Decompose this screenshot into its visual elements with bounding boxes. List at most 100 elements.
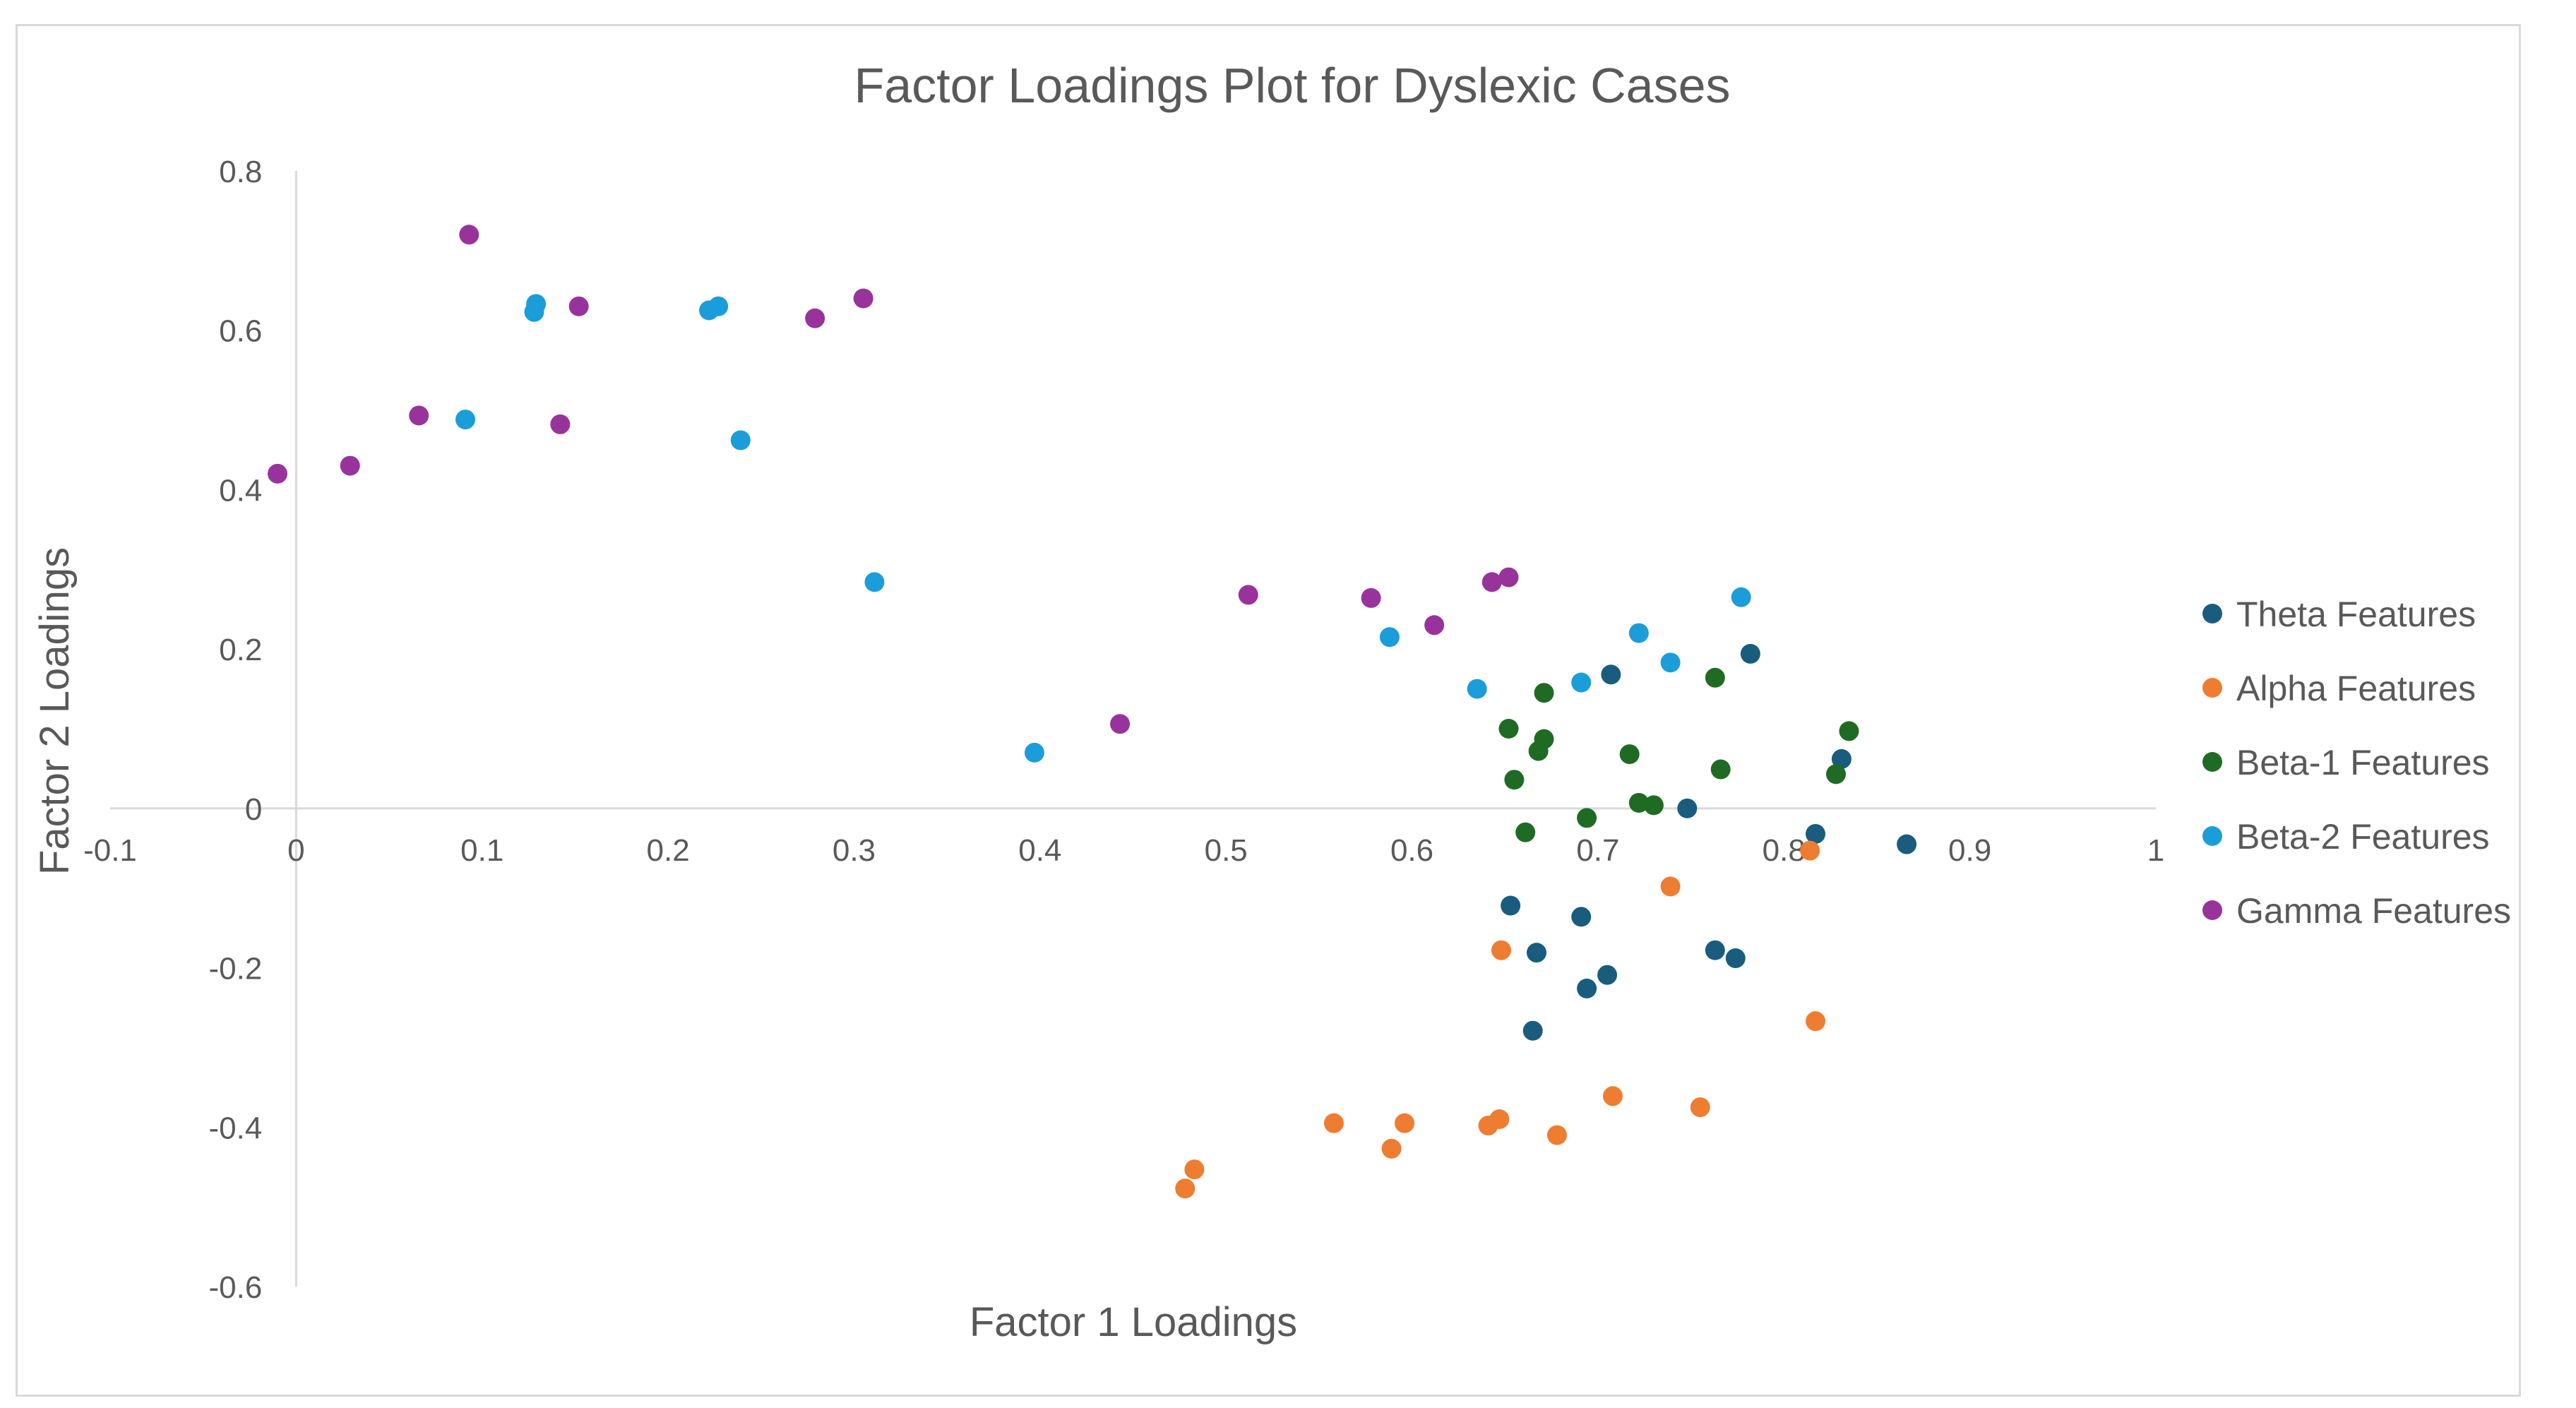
data-point <box>730 430 751 451</box>
data-point <box>1528 741 1549 761</box>
legend-marker <box>2202 826 2222 846</box>
x-tick-label: 1 <box>2147 833 2164 868</box>
data-point <box>455 410 476 430</box>
legend-label: Beta-1 Features <box>2236 743 2490 782</box>
axes <box>110 171 2156 1287</box>
chart-area: Factor Loadings Plot for Dyslexic Cases … <box>16 24 2521 1397</box>
data-point <box>1800 840 1820 861</box>
data-point <box>1526 943 1546 963</box>
data-point <box>1705 667 1725 688</box>
legend-marker <box>2202 752 2222 772</box>
data-point <box>524 302 544 322</box>
data-point <box>1731 587 1751 607</box>
data-point <box>1660 652 1681 673</box>
data-point <box>1175 1179 1195 1199</box>
x-tick-labels: -0.1 0 0.1 0.2 0.3 0.4 0.5 0.6 0.7 0.8 0.9 1 <box>83 833 2164 868</box>
data-point <box>1897 834 1917 854</box>
data-point <box>1602 1086 1623 1106</box>
y-tick-label: -0.2 <box>209 952 263 986</box>
data-point <box>1381 1138 1402 1159</box>
data-point <box>864 572 885 592</box>
series-theta-features <box>1501 643 1917 1041</box>
data-point <box>1677 798 1698 818</box>
data-point <box>550 414 571 434</box>
data-point <box>1619 744 1640 765</box>
y-tick-label: 0.6 <box>219 314 262 349</box>
data-point <box>1705 940 1725 960</box>
data-point <box>1571 907 1592 927</box>
data-point <box>1571 672 1592 693</box>
data-point <box>1478 1116 1498 1136</box>
data-point <box>1660 876 1681 897</box>
y-tick-labels: 0.8 0.6 0.4 0.2 0 -0.2 -0.4 -0.6 <box>209 155 263 1305</box>
data-point <box>1238 585 1258 605</box>
y-tick-label: 0 <box>245 792 262 827</box>
data-point <box>1498 567 1519 587</box>
series-alpha-features <box>1175 840 1826 1199</box>
y-tick-label: 0.4 <box>219 473 262 508</box>
data-point <box>1806 1011 1826 1032</box>
data-point <box>1628 792 1649 813</box>
data-point <box>1467 679 1487 699</box>
x-tick-label: 0.6 <box>1390 833 1433 868</box>
data-point <box>1184 1159 1205 1180</box>
scatter-chart: Factor Loadings Plot for Dyslexic Cases … <box>32 58 2511 1345</box>
data-point <box>853 288 873 309</box>
x-tick-label: 0.3 <box>833 833 876 868</box>
x-tick-label: 0.1 <box>460 833 503 868</box>
chart-title: Factor Loadings Plot for Dyslexic Cases <box>854 58 1730 113</box>
y-tick-label: -0.4 <box>209 1111 263 1145</box>
data-point <box>568 296 589 316</box>
data-point <box>1395 1113 1415 1133</box>
data-point <box>1710 759 1731 780</box>
data-point <box>1628 623 1649 643</box>
data-point <box>1725 948 1746 969</box>
data-point <box>1491 940 1511 960</box>
data-point <box>1601 664 1621 685</box>
data-point <box>699 300 720 321</box>
data-point <box>1826 764 1847 784</box>
legend-label: Alpha Features <box>2236 669 2476 708</box>
series-beta-1-features <box>1498 667 1859 842</box>
data-point <box>1323 1113 1344 1133</box>
x-tick-label: 0.2 <box>647 833 690 868</box>
data-point <box>1577 978 1597 998</box>
data-point <box>1597 965 1618 985</box>
x-tick-label: 0.9 <box>1948 833 1991 868</box>
legend-label: Gamma Features <box>2236 891 2511 931</box>
data-point <box>1839 721 1859 741</box>
data-point <box>340 455 360 476</box>
data-point <box>1024 742 1044 763</box>
x-axis-title: Factor 1 Loadings <box>970 1299 1297 1345</box>
data-points <box>268 225 1917 1199</box>
data-point <box>1424 615 1445 636</box>
data-point <box>459 225 479 245</box>
data-point <box>1534 683 1554 703</box>
legend-marker <box>2202 678 2222 698</box>
legend-marker <box>2202 900 2222 920</box>
legend-label: Beta-2 Features <box>2236 817 2490 857</box>
data-point <box>1361 587 1381 608</box>
data-point <box>409 405 429 426</box>
data-point <box>1806 823 1826 844</box>
data-point <box>1577 808 1597 828</box>
data-point <box>1831 748 1852 769</box>
x-tick-label: 0.8 <box>1763 833 1806 868</box>
legend: Theta Features Alpha Features Beta-1 Featu… <box>2202 595 2511 931</box>
x-tick-label: 0.7 <box>1576 833 1619 868</box>
series-beta-2-features <box>455 294 1751 763</box>
data-point <box>1643 795 1664 816</box>
y-tick-label: 0.2 <box>219 633 262 667</box>
data-point <box>1110 714 1131 734</box>
y-tick-label: -0.6 <box>209 1270 263 1305</box>
data-point <box>268 463 288 484</box>
x-tick-label: 0.4 <box>1018 833 1061 868</box>
series-gamma-features <box>268 225 1519 734</box>
data-point <box>1515 822 1536 842</box>
x-tick-label: -0.1 <box>83 833 137 868</box>
data-point <box>1504 770 1525 790</box>
data-point <box>1522 1020 1543 1041</box>
legend-marker <box>2202 604 2222 624</box>
data-point <box>1546 1125 1567 1145</box>
x-tick-label: 0.5 <box>1205 833 1248 868</box>
